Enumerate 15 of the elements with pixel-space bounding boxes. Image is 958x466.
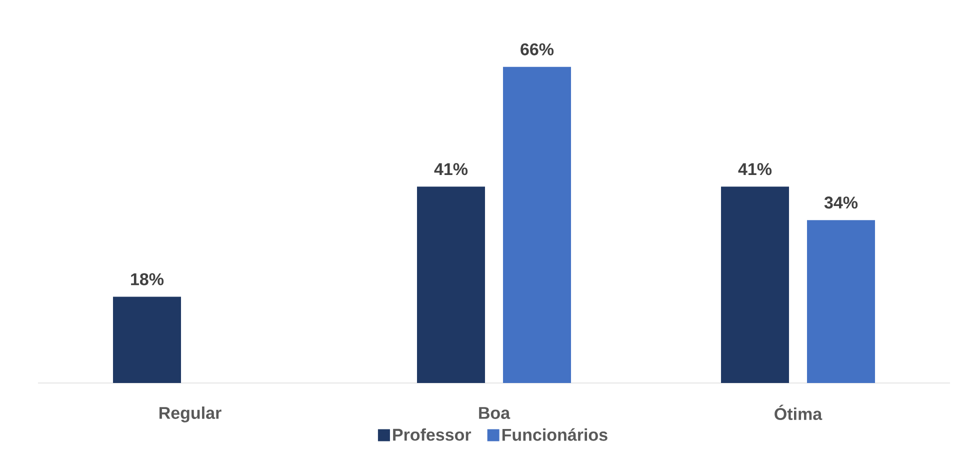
data-label: 34% [824,196,858,209]
bar [417,186,486,383]
data-label: 66% [520,43,554,56]
bar [721,186,790,383]
x-tick-label: Regular [160,406,222,422]
data-label: 18% [131,273,164,286]
legend-label: Professor [393,428,472,441]
legend-label: Funcionários [502,428,608,441]
bar [113,296,181,383]
data-label: 41% [434,163,468,176]
x-tick-label: Ótima [774,404,822,420]
bar [807,220,876,383]
bar [503,66,572,383]
x-tick-label: Boa [479,407,510,419]
data-label: 41% [738,163,772,176]
